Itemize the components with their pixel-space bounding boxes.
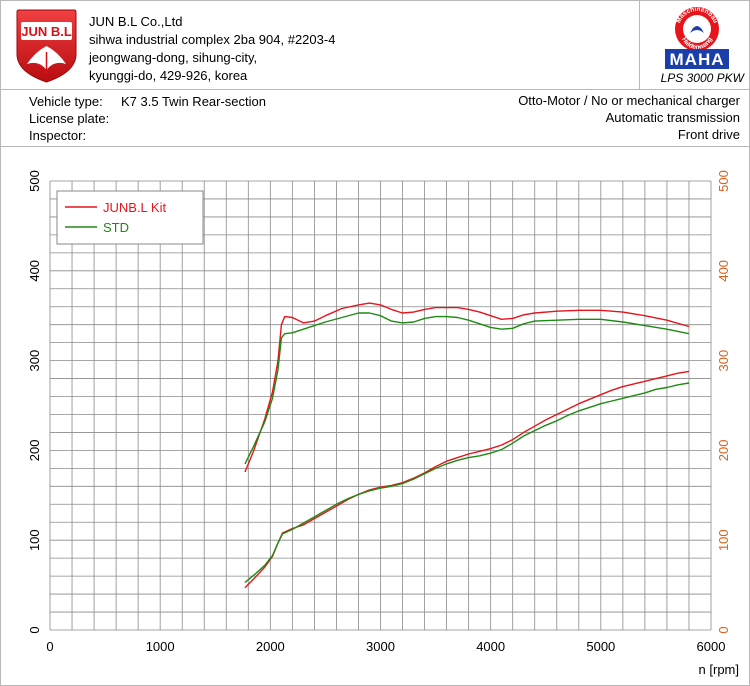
company-name: JUN B.L Co.,Ltd (89, 14, 183, 29)
chart-grid (49, 180, 712, 631)
address-line-3: kyunggi-do, 429-926, korea (89, 68, 248, 83)
right-tick-label: 200 (716, 440, 731, 462)
company-address: JUN B.L Co.,Ltd sihwa industrial complex… (89, 13, 335, 85)
x-tick-label: 3000 (366, 639, 395, 654)
std-upper-curve (244, 312, 690, 465)
chart-curves (244, 302, 690, 589)
engine-type: Otto-Motor / No or mechanical charger (518, 93, 740, 108)
license-plate-label: License plate: (29, 111, 110, 126)
x-tick-label: 6000 (697, 639, 726, 654)
drive-type: Front drive (677, 127, 740, 142)
right-tick-label: 400 (716, 260, 731, 282)
legend-label-junbl: JUNB.L Kit (103, 200, 166, 215)
left-tick-label: 300 (27, 350, 42, 372)
right-tick-label: 300 (716, 350, 731, 372)
legend-label-std: STD (103, 220, 129, 235)
x-axis-label: n [rpm] (699, 662, 739, 677)
x-tick-label: 1000 (146, 639, 175, 654)
left-axis-ticks: 0 100 200 300 400 500 (27, 170, 42, 633)
vehicle-type-label: Vehicle type: (29, 94, 103, 109)
right-tick-label: 0 (716, 626, 731, 633)
legend-box (56, 190, 204, 245)
maha-brand: MAHA (670, 50, 725, 69)
maha-logo: Maschinenbau Haldenwang MAHA (665, 6, 729, 69)
std-lower-curve (244, 382, 690, 583)
vehicle-info: Vehicle type: K7 3.5 Twin Rear-section L… (1, 90, 749, 147)
inspector-label: Inspector: (29, 128, 87, 143)
junbl-logo: JUN B.L (16, 9, 77, 83)
x-tick-label: 4000 (476, 639, 505, 654)
left-tick-label: 400 (27, 260, 42, 282)
address-line-1: sihwa industrial complex 2ba 904, #2203-… (89, 32, 336, 47)
dyno-chart: 0 100 200 300 400 500 0 100 200 300 400 500 0 1000 2… (27, 170, 739, 677)
maha-block: Maschinenbau Haldenwang MAHA LPS 3000 PK… (639, 1, 749, 89)
left-tick-label: 0 (27, 626, 42, 633)
vehicle-type-value: K7 3.5 Twin Rear-section (121, 94, 266, 109)
x-tick-label: 5000 (586, 639, 615, 654)
right-tick-label: 500 (716, 170, 731, 192)
x-tick-label: 2000 (256, 639, 285, 654)
x-axis-ticks: 0 1000 2000 3000 4000 5000 6000 (46, 639, 725, 654)
left-tick-label: 500 (27, 170, 42, 192)
chart-legend: JUNB.L Kit STD (56, 190, 204, 245)
right-axis-ticks: 0 100 200 300 400 500 (716, 170, 731, 633)
right-tick-label: 100 (716, 529, 731, 551)
left-tick-label: 200 (27, 440, 42, 462)
machine-model: LPS 3000 PKW (660, 71, 744, 85)
left-tick-label: 100 (27, 529, 42, 551)
junbl-upper-curve (244, 302, 690, 473)
address-line-2: jeongwang-dong, sihung-city, (89, 50, 258, 65)
junbl-lower-curve (244, 370, 690, 589)
report-header: JUN B.L JUN B.L Co.,Ltd sihwa industrial… (1, 1, 749, 90)
x-tick-label: 0 (46, 639, 53, 654)
logo-text: JUN B.L (21, 24, 72, 39)
transmission-type: Automatic transmission (605, 110, 740, 125)
